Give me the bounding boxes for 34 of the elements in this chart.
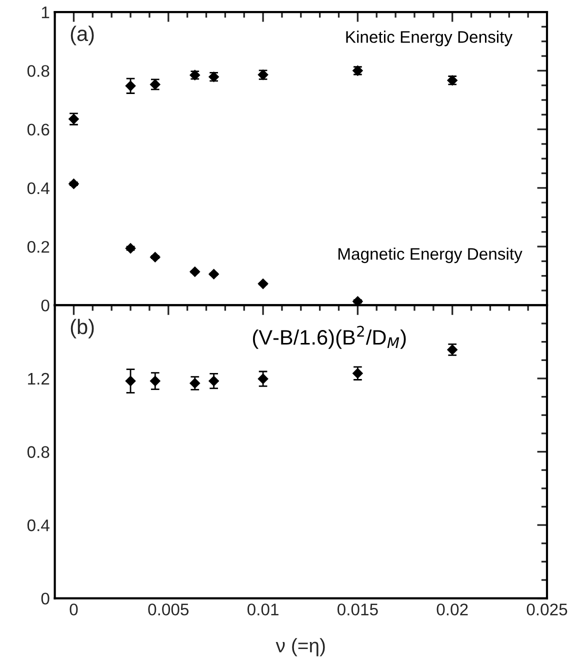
annotation: (b)	[70, 318, 94, 338]
x-tick-label: 0.01	[247, 604, 278, 616]
x-tick-label: 0.02	[436, 604, 468, 616]
y-tick-label: 0.6	[27, 124, 50, 136]
y-tick-label: 0.4	[27, 519, 50, 532]
point	[208, 376, 219, 386]
x-tick-label: 0.005	[148, 604, 189, 616]
point	[208, 269, 219, 280]
point	[150, 376, 160, 386]
y-tick-label: 1.2	[28, 372, 50, 385]
y-tick-label: 0.4	[27, 182, 50, 194]
series-label: Kinetic Energy Density	[346, 30, 513, 46]
text: Magnetic Energy Density	[338, 248, 522, 264]
point	[352, 296, 363, 306]
point	[258, 278, 268, 289]
point	[125, 243, 136, 254]
point	[125, 80, 136, 92]
x-tick-label: 0.015	[337, 604, 378, 616]
point	[150, 252, 160, 262]
y-tick-label: 0	[41, 300, 50, 312]
y-tick-label: 0.8	[27, 446, 50, 458]
x-axis-title: ν (=η)	[276, 638, 325, 656]
annotation: (a)	[70, 26, 94, 46]
point	[258, 374, 268, 384]
y-tick-label: 0.8	[27, 65, 50, 77]
y-tick-label: 1	[42, 6, 50, 18]
y-tick-label: 0	[41, 592, 50, 605]
series-label: (V-B/1.6)(B$^{2}$/D$_{M}$)	[252, 326, 406, 349]
y-tick-label: 0.2	[27, 240, 50, 253]
x-tick-label: 0	[70, 604, 78, 616]
x-tick-label: 0.025	[526, 604, 568, 616]
point	[68, 178, 79, 189]
point	[125, 376, 136, 386]
point	[190, 266, 200, 277]
